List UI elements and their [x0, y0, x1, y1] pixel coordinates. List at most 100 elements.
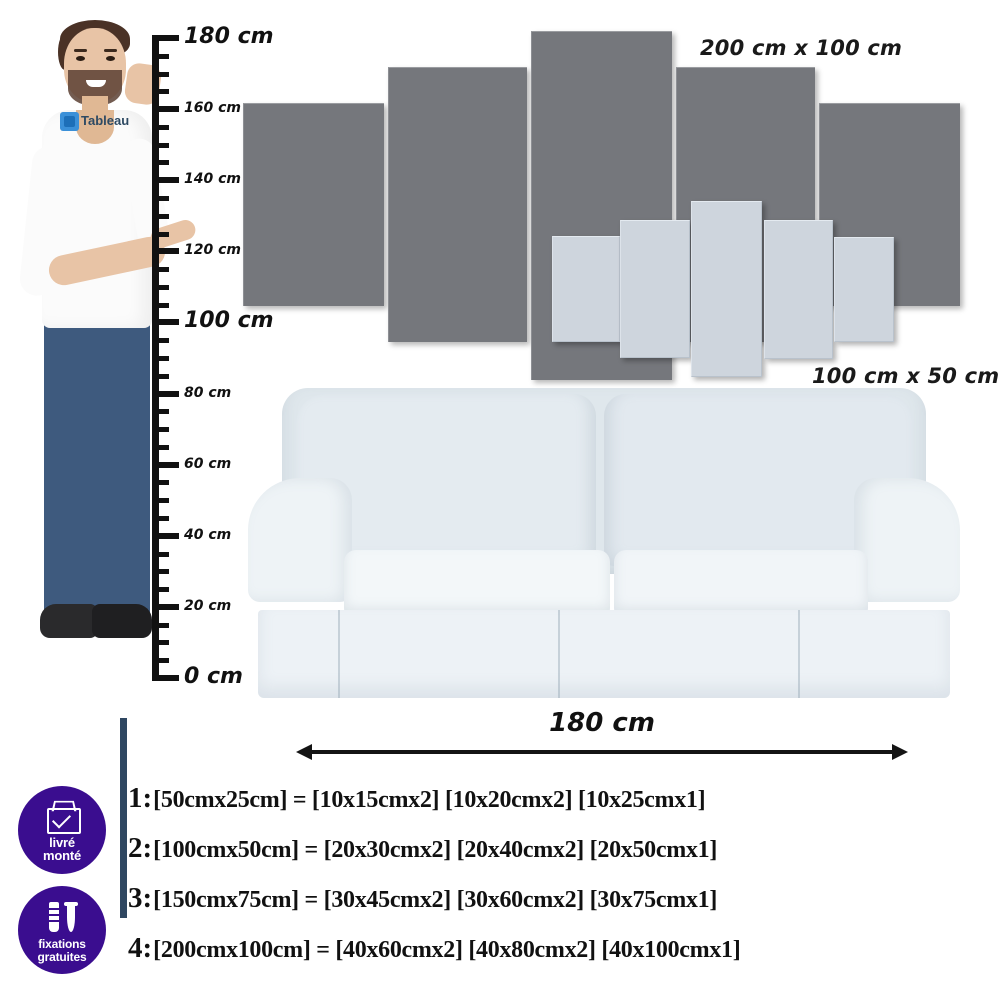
ruler-tick-minor	[152, 71, 169, 77]
dimension-label-small: 100 cm x 50 cm	[812, 364, 1000, 388]
sofa-seat-cushion-right	[614, 550, 868, 616]
sofa-skirt	[258, 610, 950, 698]
ruler-tick-minor	[152, 53, 169, 59]
canvas-panel-small-5[interactable]	[834, 237, 894, 342]
badge-line-2: monté	[42, 848, 81, 863]
ruler-tick-major	[152, 675, 179, 681]
screw-anchor-icon	[18, 900, 106, 934]
ruler-tick-major	[152, 461, 179, 468]
table-row: 2: [100cmx50cm] = [20x30cmx2] [20x40cmx2…	[128, 832, 988, 882]
ruler-tick-minor	[152, 196, 169, 201]
ruler-tick-major	[152, 603, 179, 610]
ruler-tick-minor	[152, 569, 169, 575]
person-shoe-left	[40, 604, 98, 638]
ruler-tick-minor	[152, 587, 169, 593]
ruler-tick-major	[152, 319, 179, 326]
ruler-tick-minor	[152, 142, 169, 148]
person-jeans	[44, 318, 150, 918]
table-row: 1: [50cmx25cm] = [10x15cmx2] [10x20cmx2]…	[128, 782, 988, 832]
canvas-panel-small-3[interactable]	[691, 201, 762, 377]
canvas-panel-small-2[interactable]	[620, 220, 690, 358]
ruler-tick-label: 0 cm	[184, 664, 243, 689]
badge-line-2: gratuites	[37, 949, 87, 964]
sofa-arm-left	[248, 478, 352, 602]
sofa-width-dimension: 180 cm	[296, 708, 908, 760]
ruler-tick-label: 60 cm	[184, 455, 232, 472]
canvas-panel-small-1[interactable]	[552, 236, 620, 342]
ruler-tick-minor	[152, 373, 169, 379]
brand-name: Tableau	[81, 113, 130, 128]
row-number: 4:	[128, 932, 153, 964]
ruler-tick-minor	[152, 338, 169, 344]
ruler-tick-minor	[152, 658, 169, 664]
badge-line-1: fixations	[38, 937, 86, 951]
ruler-tick-major	[152, 106, 179, 113]
ruler-tick-minor	[152, 213, 169, 219]
dimension-line	[306, 750, 898, 754]
row-text: [50cmx25cm] = [10x15cmx2] [10x20cmx2] [1…	[153, 787, 706, 813]
canvas-panel-large-2[interactable]	[388, 67, 527, 342]
ruler-tick-minor	[152, 427, 169, 433]
table-row: 4: [200cmx100cm] = [40x60cmx2] [40x80cmx…	[128, 932, 988, 982]
arrow-head-left-icon	[296, 744, 312, 760]
badge-line-1: livré	[49, 835, 75, 850]
badge-livre-monte-label: livré monté	[18, 836, 106, 862]
table-row: 3: [150cmx75cm] = [30x45cmx2] [30x60cmx2…	[128, 882, 988, 932]
tshirt-logo: Tableau	[60, 106, 130, 136]
badge-livre-monte[interactable]: livré monté	[18, 786, 106, 874]
person-jeans-seam	[120, 718, 127, 918]
row-text: [200cmx100cm] = [40x60cmx2] [40x80cmx2] …	[153, 937, 741, 963]
ruler-tick-minor	[152, 284, 169, 290]
ruler-tick-label: 20 cm	[184, 597, 232, 614]
person-eye-left	[76, 56, 85, 61]
size-breakdown-table: 1: [50cmx25cm] = [10x15cmx2] [10x20cmx2]…	[128, 782, 988, 982]
row-number: 1:	[128, 782, 153, 814]
ruler-tick-minor	[152, 267, 169, 273]
person-collar	[76, 110, 114, 144]
badge-fixations-gratuites[interactable]: fixations gratuites	[18, 886, 106, 974]
ruler-tick-label: 40 cm	[184, 526, 232, 543]
ruler-tick-label: 80 cm	[184, 384, 232, 401]
reference-sofa	[248, 382, 960, 702]
person-shoe-right	[92, 604, 152, 638]
ruler-tick-major	[152, 177, 179, 184]
canvas-panel-small-4[interactable]	[764, 220, 833, 359]
ruler-tick-label: 100 cm	[184, 308, 274, 334]
sofa-seat-cushion-left	[344, 550, 610, 616]
ruler-tick-label: 160 cm	[184, 100, 241, 117]
person-eye-right	[106, 56, 115, 61]
ruler-tick-label: 120 cm	[184, 242, 241, 259]
dimension-label-large: 200 cm x 100 cm	[700, 36, 903, 60]
row-text: [100cmx50cm] = [20x30cmx2] [20x40cmx2] […	[153, 837, 718, 863]
ruler-tick-minor	[152, 622, 169, 628]
ruler-tick-minor	[152, 516, 169, 521]
person-brow-right	[104, 49, 117, 52]
reference-person: Tableau	[18, 18, 198, 918]
ruler-tick-minor	[152, 124, 169, 130]
arrow-head-right-icon	[892, 744, 908, 760]
ruler-tick-minor	[152, 160, 169, 166]
framed-picture-check-icon	[18, 800, 106, 834]
row-number: 3:	[128, 882, 153, 914]
ruler-tick-label: 140 cm	[184, 171, 241, 188]
brand-square-inner-icon	[64, 116, 75, 127]
ruler-tick-minor	[152, 231, 169, 237]
height-ruler: 180 cm 160 cm 140 cm 120 cm 100 cm 80 cm 60 cm…	[152, 24, 274, 689]
ruler-tick-major	[152, 35, 179, 41]
ruler-tick-minor	[152, 551, 169, 557]
ruler-tick-major	[152, 248, 179, 255]
ruler-tick-minor	[152, 409, 169, 415]
person-brow-left	[74, 49, 87, 52]
ruler-tick-minor	[152, 640, 169, 646]
person-mouth	[86, 80, 106, 87]
sofa-arm-right	[854, 478, 960, 602]
ruler-tick-major	[152, 390, 179, 397]
ruler-tick-minor	[152, 444, 169, 450]
badge-fixations-label: fixations gratuites	[18, 938, 106, 963]
ruler-tick-label: 180 cm	[184, 24, 274, 49]
ruler-tick-minor	[152, 89, 169, 95]
canvas-panel-large-1[interactable]	[243, 103, 384, 306]
row-number: 2:	[128, 832, 153, 864]
ruler-tick-minor	[152, 498, 169, 504]
